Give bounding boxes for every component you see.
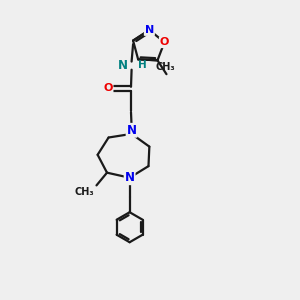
Text: N: N [145, 25, 154, 35]
Text: N: N [118, 59, 128, 72]
Text: O: O [103, 83, 112, 93]
Text: N: N [127, 124, 136, 137]
Text: O: O [160, 37, 169, 47]
Text: CH₃: CH₃ [74, 187, 94, 197]
Text: N: N [124, 171, 135, 184]
Text: CH₃: CH₃ [155, 62, 175, 72]
Text: H: H [138, 60, 147, 70]
